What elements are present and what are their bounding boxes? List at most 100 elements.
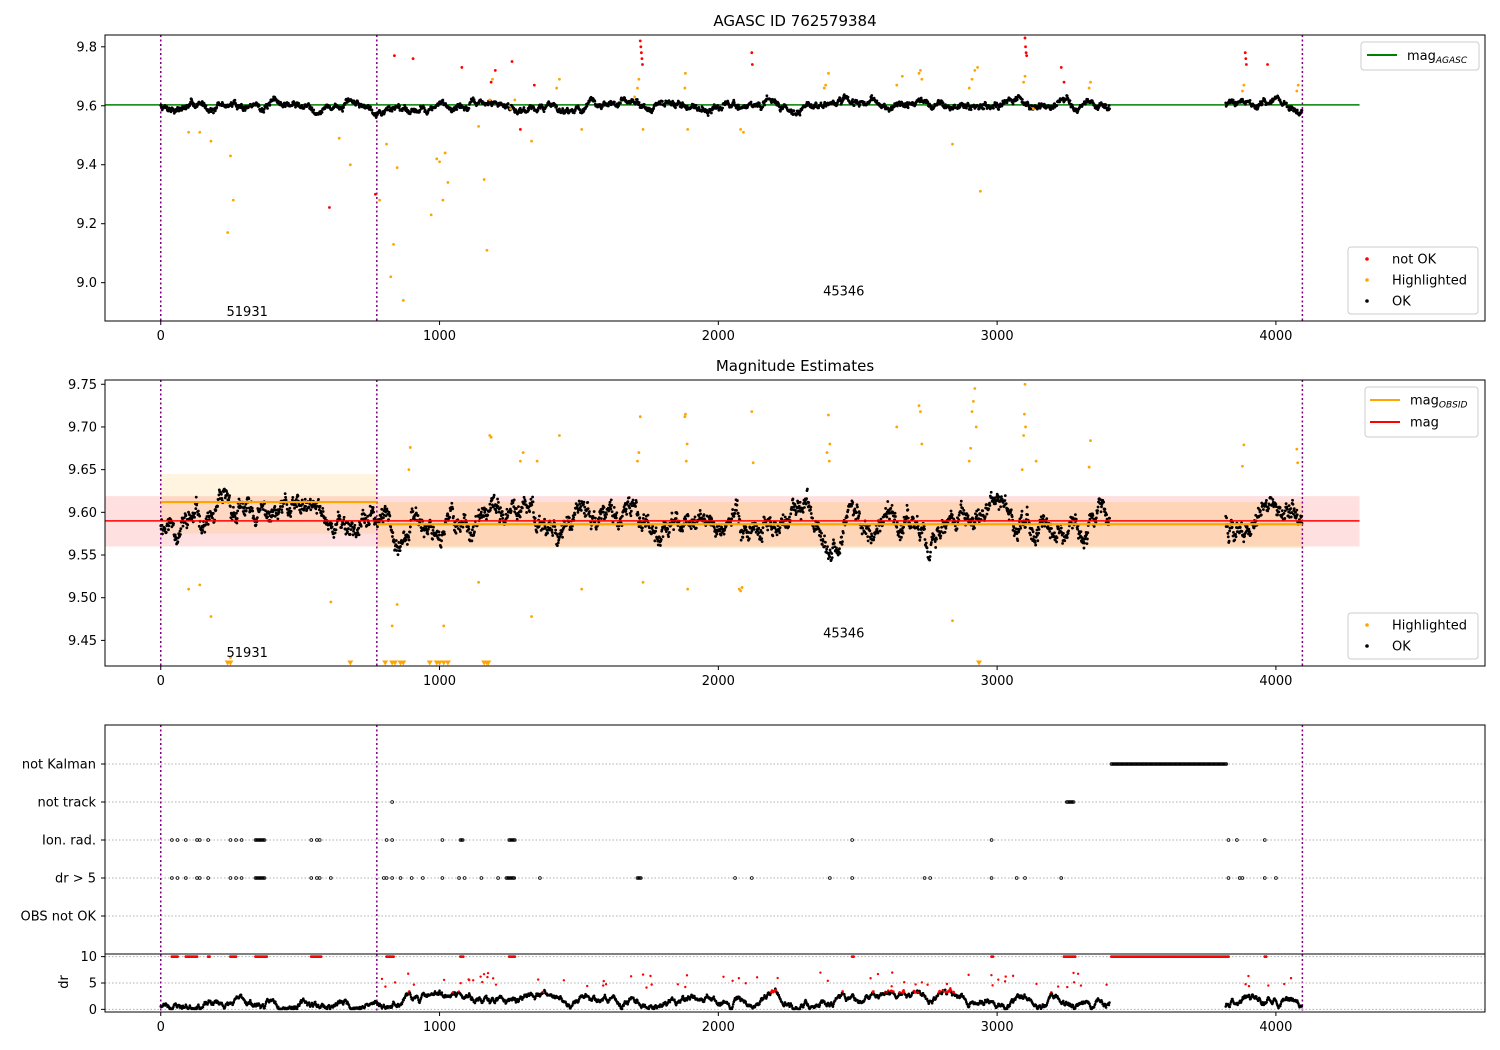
ok-point — [555, 544, 559, 548]
highlighted-point — [558, 77, 561, 81]
ok-point — [566, 108, 570, 111]
ok-point — [787, 525, 791, 528]
highlighted-point — [895, 425, 899, 429]
ok-point — [654, 526, 658, 530]
ok-point — [321, 506, 325, 510]
ok-point — [514, 507, 518, 510]
ok-point — [750, 529, 754, 533]
ok-point — [976, 508, 980, 512]
highlighted-point — [1296, 461, 1300, 465]
highlighted-point — [1241, 464, 1244, 468]
highlighted-point — [477, 580, 480, 584]
ok-point — [861, 526, 864, 530]
ok-point — [354, 103, 358, 107]
ok-point — [674, 517, 678, 520]
estimates-ytick-label: 9.50 — [68, 591, 97, 606]
ok-point — [522, 495, 526, 499]
ok-point — [1096, 509, 1100, 513]
estimates-xtick-label: 3000 — [981, 674, 1014, 689]
ok-point — [876, 531, 880, 535]
ok-point — [1065, 536, 1069, 539]
ok-point — [1015, 98, 1019, 102]
ok-point — [872, 535, 876, 539]
ok-point — [732, 98, 736, 102]
agasc-xtick-label: 4000 — [1259, 329, 1292, 344]
highlighted-point — [1242, 83, 1246, 87]
ok-point — [706, 114, 710, 117]
ok-point — [777, 528, 781, 532]
ok-point — [193, 511, 197, 515]
ok-point — [536, 109, 540, 112]
ok-point — [546, 531, 549, 535]
ok-point — [761, 531, 764, 535]
ok-point — [462, 516, 466, 520]
ok-point — [164, 530, 168, 534]
ok-point — [638, 103, 641, 107]
ok-point — [1094, 516, 1098, 520]
ok-point — [664, 530, 668, 534]
ok-point — [342, 105, 345, 109]
ok-point — [1042, 514, 1046, 518]
ok-point — [926, 100, 930, 104]
ok-point — [1033, 541, 1037, 544]
ok-point — [346, 527, 350, 530]
highlighted-point — [920, 77, 924, 81]
estimates-ytick-label: 9.70 — [68, 420, 97, 435]
ok-point — [985, 503, 988, 506]
ok-point — [953, 103, 957, 107]
ok-point — [593, 99, 597, 103]
ok-point — [984, 101, 987, 105]
ok-point — [1231, 98, 1235, 102]
ok-point — [1100, 505, 1103, 509]
highlighted-point — [973, 387, 977, 390]
agasc-panel-title: AGASC ID 762579384 — [713, 12, 876, 30]
ok-point — [817, 106, 821, 110]
ok-point — [646, 513, 650, 517]
ok-point — [283, 492, 287, 495]
ok-point — [1248, 98, 1252, 102]
ok-point — [617, 527, 620, 531]
highlighted-point — [229, 154, 232, 158]
ok-point — [886, 500, 890, 503]
ok-point — [532, 511, 535, 514]
ok-point — [730, 517, 734, 521]
highlighted-point — [641, 580, 645, 584]
ok-point — [801, 510, 805, 514]
ok-point — [975, 514, 979, 517]
ok-point — [896, 104, 899, 108]
ok-point — [317, 497, 320, 501]
not-ok-point — [489, 80, 493, 84]
ok-point — [369, 105, 372, 109]
ok-point — [719, 533, 723, 537]
ok-point — [588, 510, 591, 513]
ok-point — [709, 111, 713, 115]
highlighted-point — [1020, 468, 1024, 472]
highlighted-point — [822, 86, 826, 90]
ok-point — [864, 532, 868, 536]
ok-point — [939, 534, 943, 538]
ok-point — [731, 508, 735, 511]
highlighted-point — [1295, 447, 1299, 451]
ok-point — [235, 517, 239, 520]
ok-point — [716, 104, 720, 107]
ok-point — [895, 525, 899, 529]
highlighted-point — [974, 425, 978, 429]
ok-point — [1108, 516, 1112, 520]
highlighted-point — [900, 74, 904, 78]
ok-point — [985, 512, 989, 516]
ok-point — [663, 104, 667, 108]
not-ok-point — [1244, 63, 1248, 66]
ok-point — [642, 102, 646, 106]
ok-point — [255, 516, 259, 520]
legend-label: OK — [1392, 640, 1411, 655]
ok-point — [1082, 546, 1086, 550]
ok-point — [1079, 530, 1083, 534]
ok-point — [650, 111, 654, 115]
ok-point — [550, 531, 554, 534]
ok-point — [997, 508, 1001, 511]
ok-point — [235, 511, 238, 515]
ok-point — [392, 538, 396, 542]
highlighted-point — [209, 615, 213, 618]
agasc-ytick-label: 9.0 — [76, 276, 97, 291]
